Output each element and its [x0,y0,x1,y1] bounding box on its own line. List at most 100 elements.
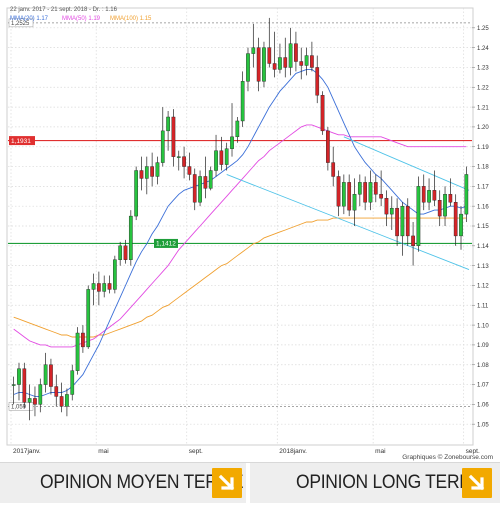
candle-down [331,162,336,177]
candle-down [272,63,277,70]
y-tick-label: 1.05 [477,422,489,428]
y-tick-label: 1.22 [477,85,489,91]
candle-up [102,283,107,292]
candle-up [160,130,165,163]
candle-up [251,47,256,54]
y-axis-ticks: 1.05 1.06 1.07 1.08 1.09 1.10 1.11 1.12 1.13 1.14… [472,26,489,428]
y-tick-label: 1.07 [477,383,489,389]
level-label: 1,1931 [11,138,31,145]
candle-down [54,386,59,397]
candle-up [352,194,357,211]
candle-up [208,170,213,189]
candle-up [70,370,75,395]
level-label: 1,2525 [11,21,30,27]
ma20-label: MMA(20) 1.17 [10,16,49,22]
opinion-medium-term-button[interactable] [212,468,242,498]
chart-credit: Graphiques © Zonebourse.com [402,453,493,461]
candle-down [256,47,261,82]
candle-up [389,207,394,215]
opinion-long-term: OPINION LONG TERME [296,463,500,503]
candle-down [453,202,458,237]
candle-down [294,43,298,62]
candle-up [230,136,234,149]
candle-down [150,166,154,177]
trendlines [226,136,470,271]
x-axis-ticks: 2017janv. mai sept. 2018janv. mai sept. [13,448,480,455]
candle-up [166,116,170,132]
y-tick-label: 1.12 [477,284,489,290]
candle-down [219,150,224,165]
candle-up [38,384,43,405]
candle-up [43,364,48,385]
indicator-legend: MMA(20) 1.17 MMA(50) 1.19 MMA(100) 1.15 [10,16,152,22]
y-tick-label: 1.11 [477,303,489,309]
candle-down [203,176,208,189]
divider [246,463,250,503]
candle-up [262,47,266,82]
candle-down [192,174,197,203]
y-tick-label: 1.24 [477,46,489,52]
candle-down [283,57,288,68]
candle-up [341,182,346,207]
candle-down [384,198,389,215]
candle-up [416,186,421,247]
candle-up [278,57,282,70]
candle-up [224,148,229,165]
candle-down [123,245,128,260]
candle-down [310,55,314,68]
opinion-bar: OPINION MOYEN TERME OPINION LONG TERME [0,462,500,503]
candle-down [267,47,272,64]
candle-down [97,283,101,292]
candle-down [336,176,341,207]
candle-up [118,245,123,260]
candle-up [459,213,463,237]
candle-up [17,368,21,385]
candle-down [432,190,437,201]
x-tick-label: mai [98,448,108,455]
candle-down [395,207,399,237]
candle-down [299,61,304,66]
candle-up [75,332,80,371]
candle-up [112,259,117,290]
y-tick-label: 1.20 [477,125,489,131]
y-tick-label: 1.16 [477,204,489,210]
candle-down [139,170,144,179]
candle-down [437,200,442,217]
candles [11,17,469,421]
level-label: 1,059 [11,405,27,411]
candle-down [81,332,85,348]
y-tick-label: 1.18 [477,165,489,171]
y-tick-label: 1.23 [477,66,489,72]
y-tick-label: 1.09 [477,343,489,349]
opinion-long-term-button[interactable] [462,468,492,498]
candle-up [176,156,181,158]
candle-up [27,398,32,403]
candle-up [288,43,293,68]
candle-up [400,205,405,237]
ma50-label: MMA(50) 1.19 [62,16,101,22]
candle-up [246,53,250,82]
level-badge [8,18,34,28]
candle-down [405,205,410,237]
candle-down [171,116,176,157]
candle-down [49,364,53,387]
trendline [343,136,470,191]
candle-down [448,194,453,203]
candle-up [65,394,69,407]
y-tick-label: 1.19 [477,145,489,151]
x-tick-label: mai [375,448,385,455]
candle-up [155,162,160,177]
candle-down [59,396,64,407]
candle-up [443,194,447,217]
level-badge [9,136,35,146]
candle-down [347,182,352,211]
candle-down [421,186,426,203]
candle-down [326,130,330,163]
y-tick-label: 1.15 [477,224,489,230]
candle-up [91,283,96,290]
grid [8,27,472,425]
candle-down [187,166,192,175]
candle-up [198,176,202,203]
x-tick-label: sept. [189,448,203,455]
